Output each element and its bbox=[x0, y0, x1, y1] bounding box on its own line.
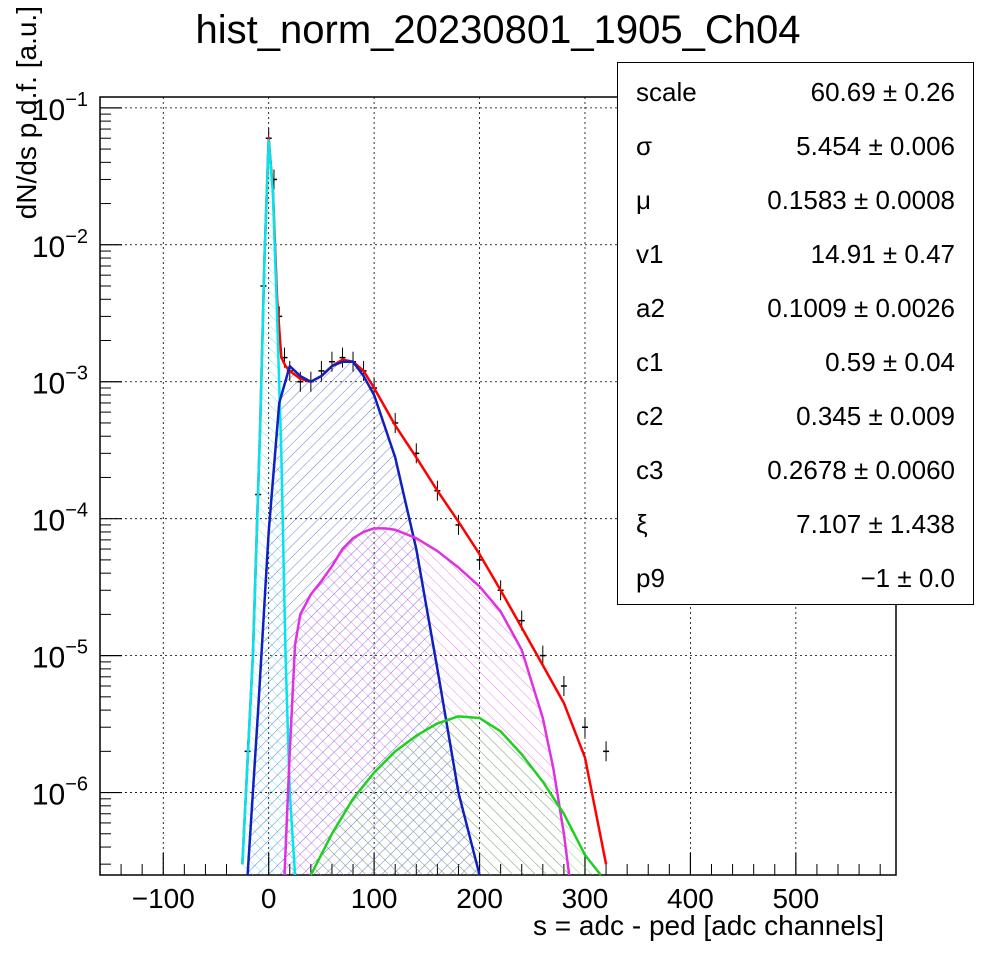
param-value: 14.91 ± 0.47 bbox=[810, 239, 955, 269]
param-name: c2 bbox=[636, 401, 664, 431]
y-tick-label: 10−4 bbox=[32, 500, 88, 538]
y-tick-label: 10−2 bbox=[32, 226, 88, 264]
stats-row: v1 14.91 ± 0.47 bbox=[618, 227, 973, 281]
param-name: c3 bbox=[636, 455, 664, 485]
stats-row: c1 0.59 ± 0.04 bbox=[618, 335, 973, 389]
stats-row: μ 0.1583 ± 0.0008 bbox=[618, 173, 973, 227]
x-axis-label: s = adc - ped [adc channels] bbox=[533, 910, 884, 941]
param-name: a2 bbox=[636, 293, 665, 323]
stats-row: a2 0.1009 ± 0.0026 bbox=[618, 281, 973, 335]
param-name: σ bbox=[636, 131, 653, 161]
param-name: c1 bbox=[636, 347, 664, 377]
x-tick-label: 300 bbox=[562, 883, 609, 914]
stats-row: c2 0.345 ± 0.009 bbox=[618, 389, 973, 443]
chart-title: hist_norm_20230801_1905_Ch04 bbox=[195, 8, 801, 52]
y-tick-label: 10−1 bbox=[32, 89, 88, 127]
stats-row: p9 −1 ± 0.0 bbox=[618, 551, 973, 605]
fit-curve bbox=[241, 138, 297, 876]
y-tick-label: 10−5 bbox=[32, 637, 88, 675]
x-tick-label: 0 bbox=[261, 883, 277, 914]
param-value: 0.345 ± 0.009 bbox=[796, 401, 955, 431]
fit-curves bbox=[241, 136, 608, 876]
stats-row: ξ 7.107 ± 1.438 bbox=[618, 497, 973, 551]
param-value: 60.69 ± 0.26 bbox=[810, 77, 955, 107]
x-tick-label: 400 bbox=[667, 883, 714, 914]
param-name: μ bbox=[636, 185, 651, 215]
fit-curve bbox=[309, 715, 602, 876]
fit-curve bbox=[283, 527, 571, 876]
param-name: scale bbox=[636, 77, 697, 107]
y-tick-label: 10−6 bbox=[32, 774, 88, 812]
param-value: 5.454 ± 0.006 bbox=[796, 131, 955, 161]
fit-stats-box: scale 60.69 ± 0.26 σ 5.454 ± 0.006 μ 0.1583… bbox=[617, 62, 974, 605]
param-value: 0.1583 ± 0.0008 bbox=[767, 185, 955, 215]
x-tick-label: 200 bbox=[456, 883, 503, 914]
y-axis-label: dN/ds p.d.f. [a.u.] bbox=[11, 6, 42, 220]
fit-curve bbox=[246, 360, 481, 876]
component-fills bbox=[242, 140, 601, 875]
x-tick-label: 500 bbox=[772, 883, 819, 914]
x-tick-label: 100 bbox=[351, 883, 398, 914]
param-value: 0.59 ± 0.04 bbox=[825, 347, 955, 377]
stats-row: scale 60.69 ± 0.26 bbox=[618, 65, 973, 119]
stats-row: σ 5.454 ± 0.006 bbox=[618, 119, 973, 173]
x-tick-label: −100 bbox=[132, 883, 195, 914]
y-tick-label: 10−3 bbox=[32, 363, 88, 401]
param-name: v1 bbox=[636, 239, 664, 269]
tick-labels: −100 0 100 200 300 400 500 10−6 10−5 10−4 10−3 10−2… bbox=[32, 89, 819, 914]
param-value: 0.1009 ± 0.0026 bbox=[767, 293, 955, 323]
param-value: 0.2678 ± 0.0060 bbox=[767, 455, 955, 485]
stats-row: c3 0.2678 ± 0.0060 bbox=[618, 443, 973, 497]
component-fill bbox=[310, 716, 601, 875]
param-value: 7.107 ± 1.438 bbox=[796, 509, 955, 539]
param-value: −1 ± 0.0 bbox=[860, 563, 955, 593]
param-name: p9 bbox=[636, 563, 665, 593]
param-name: ξ bbox=[636, 509, 648, 539]
